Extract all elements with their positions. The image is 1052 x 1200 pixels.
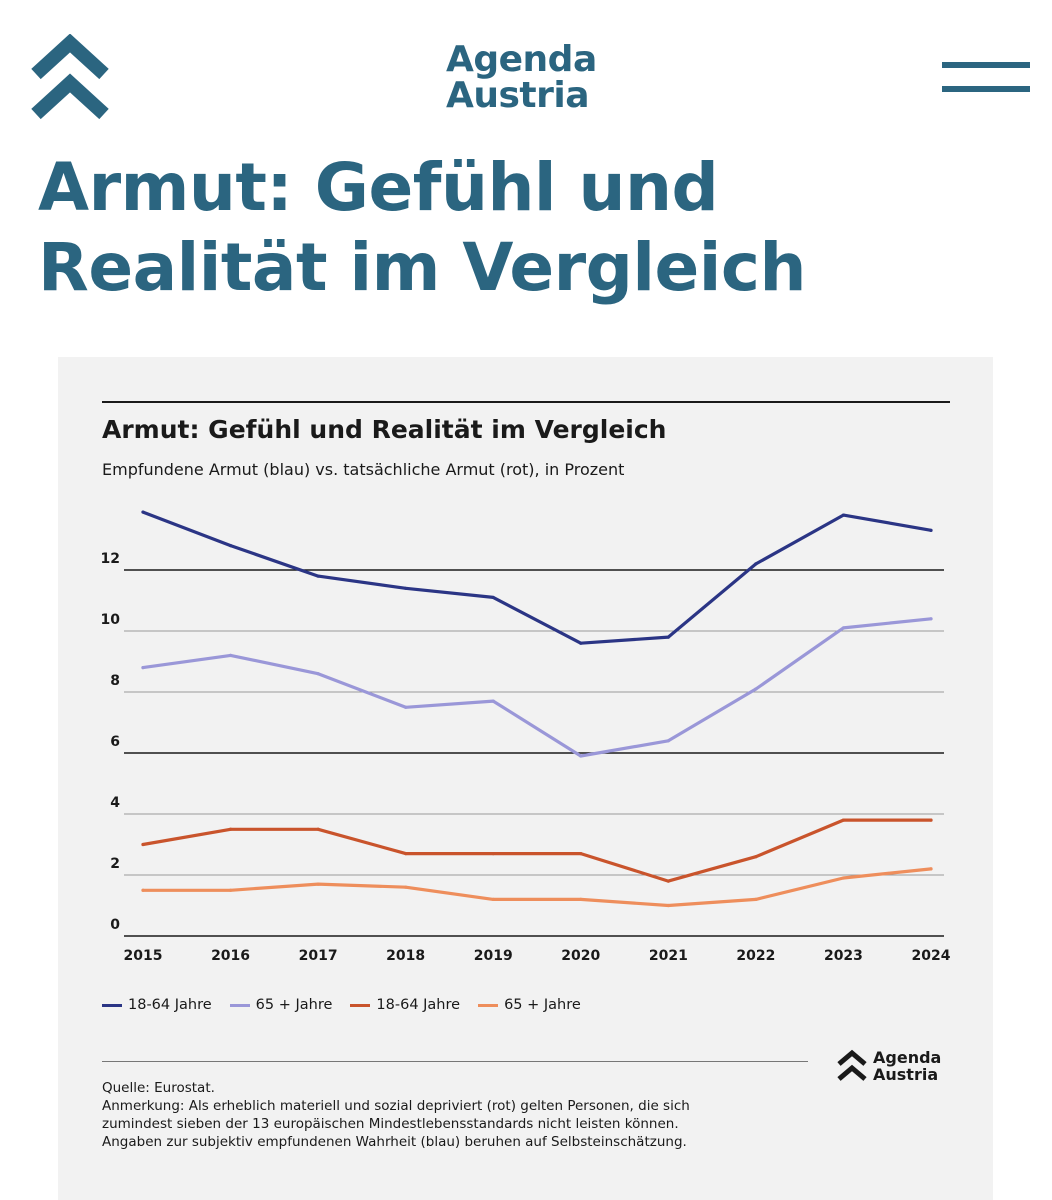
data-point	[228, 653, 233, 657]
source-note: Quelle: Eurostat.	[102, 1080, 215, 1096]
data-point	[929, 617, 933, 621]
data-point	[316, 672, 320, 676]
data-point	[141, 888, 145, 892]
legend-label: 65 + Jahre	[255, 997, 333, 1013]
legend-label: 65 + Jahre	[504, 997, 581, 1013]
data-point	[929, 528, 933, 532]
data-point	[754, 855, 758, 859]
chart-legend: 18-64 Jahre 65 + Jahre 18-64 Jahre 65 + Jah…	[102, 995, 599, 1015]
legend-swatch	[478, 1003, 499, 1007]
data-point	[141, 666, 145, 670]
y-tick-label: 0	[110, 917, 120, 933]
legend-item: 65 + Jahre	[229, 997, 333, 1013]
mini-logo-line-1: Agenda	[873, 1048, 942, 1067]
data-point	[404, 852, 408, 856]
data-point	[491, 897, 495, 902]
x-tick-label: 2018	[386, 948, 425, 964]
data-point	[841, 818, 846, 822]
data-point	[579, 852, 583, 856]
agenda-austria-logo: Agenda Austria	[836, 1047, 956, 1087]
data-point	[491, 852, 495, 856]
double-chevron-up-icon[interactable]	[28, 34, 112, 128]
y-tick-label: 10	[101, 612, 121, 628]
data-point	[404, 885, 408, 889]
data-point	[228, 544, 233, 548]
page-title-line-1: Armut: Gefühl und	[38, 149, 719, 226]
remark-line-3: Angaben zur subjektiv empfundenen Wahrhe…	[102, 1134, 687, 1150]
data-point	[754, 562, 758, 566]
chart-notes: Quelle: Eurostat. Anmerkung: Als erhebli…	[102, 1079, 862, 1151]
data-point	[404, 586, 408, 590]
page-title: Armut: Gefühl und Realität im Vergleich	[38, 148, 1038, 308]
legend-item: 18-64 Jahre	[102, 997, 212, 1013]
x-tick-label: 2020	[561, 948, 600, 964]
y-tick-label: 6	[110, 734, 120, 750]
data-point	[404, 705, 408, 709]
data-point	[228, 827, 233, 831]
remark-line-2: zumindest sieben der 13 europäischen Min…	[102, 1116, 679, 1132]
data-point	[754, 687, 758, 691]
data-point	[841, 876, 846, 880]
data-point	[579, 641, 583, 645]
brand-line-2: Austria	[446, 75, 590, 116]
data-point	[666, 879, 670, 883]
chart-bottom-rule	[102, 1061, 808, 1062]
data-point	[579, 754, 583, 758]
x-tick-label: 2024	[912, 948, 951, 964]
data-point	[228, 888, 233, 892]
legend-swatch	[102, 1003, 122, 1007]
x-tick-label: 2016	[211, 948, 250, 964]
legend-swatch	[350, 1003, 371, 1007]
x-tick-label: 2019	[474, 948, 513, 964]
x-tick-label: 2021	[649, 948, 688, 964]
data-point	[141, 842, 145, 847]
series-line-2	[141, 617, 933, 758]
mini-logo-line-2: Austria	[873, 1065, 939, 1084]
brand-line-1: Agenda	[446, 39, 597, 80]
remark-line-1: Anmerkung: Als erheblich materiell und s…	[102, 1098, 690, 1114]
x-tick-label: 2017	[299, 948, 338, 964]
data-point	[316, 827, 320, 831]
data-point	[666, 635, 670, 639]
brand-logo-text[interactable]: Agenda Austria	[446, 39, 597, 116]
page-title-line-2: Realität im Vergleich	[38, 229, 807, 306]
legend-label: 18-64 Jahre	[128, 997, 212, 1013]
data-point	[491, 595, 495, 600]
legend-label: 18-64 Jahre	[376, 997, 461, 1013]
legend-swatch	[229, 1003, 250, 1007]
legend-item: 65 + Jahre	[478, 997, 581, 1013]
y-tick-label: 12	[101, 551, 120, 567]
legend-item: 18-64 Jahre	[350, 997, 460, 1013]
chart-top-rule	[102, 401, 950, 403]
data-point	[929, 867, 933, 871]
data-point	[141, 510, 145, 514]
series-line-3	[141, 818, 933, 883]
y-tick-label: 8	[110, 673, 120, 689]
chart-card: Armut: Gefühl und Realität im Vergleich …	[58, 357, 993, 1200]
data-point	[754, 897, 758, 902]
data-point	[841, 513, 846, 517]
x-tick-label: 2015	[124, 948, 163, 964]
x-tick-label: 2022	[736, 948, 775, 964]
line-chart: 0 2 4 6 8 10 12 2015 2016 2017 2018 2019 2020 2021 202…	[101, 510, 951, 964]
chart-title: Armut: Gefühl und Realität im Vergleich	[102, 415, 667, 444]
mini-logo-text: Agenda Austria	[873, 1049, 941, 1083]
data-point	[579, 897, 583, 902]
data-point	[666, 903, 670, 908]
chart-subtitle: Empfundene Armut (blau) vs. tatsächliche…	[102, 460, 625, 479]
data-point	[491, 699, 495, 703]
double-chevron-up-icon	[837, 1049, 867, 1081]
x-tick-label: 2023	[824, 948, 863, 964]
y-tick-label: 2	[110, 856, 120, 872]
site-header: Agenda Austria	[0, 0, 1052, 140]
data-point	[316, 882, 320, 886]
data-point	[316, 574, 320, 578]
hamburger-menu-icon[interactable]	[942, 60, 1032, 96]
data-point	[929, 818, 933, 822]
y-tick-label: 4	[110, 795, 120, 811]
series-line-1	[141, 510, 933, 645]
data-point	[841, 626, 846, 630]
series-line-4	[141, 867, 933, 908]
data-point	[666, 739, 670, 743]
